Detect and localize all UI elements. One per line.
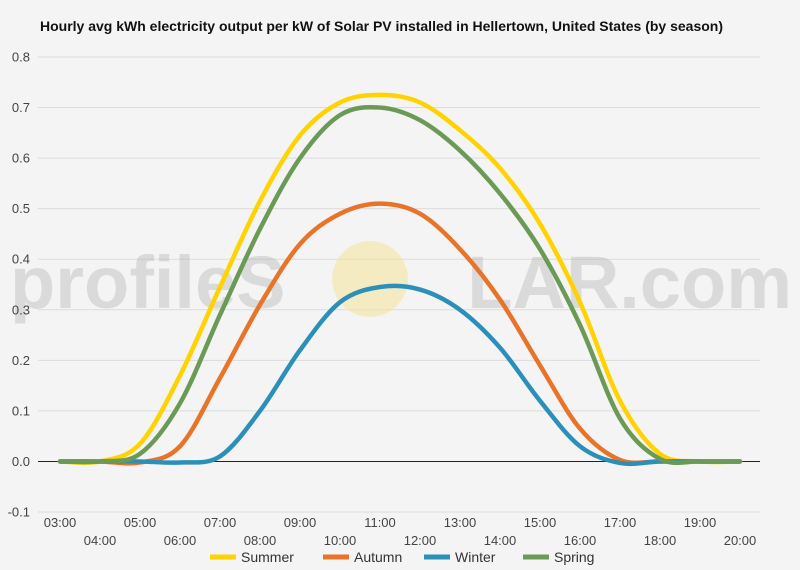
x-tick-label: 19:00 [684,515,717,530]
x-tick-label: 11:00 [364,515,396,530]
x-tick-label: 06:00 [164,533,197,548]
y-tick-label: 0.4 [12,252,30,267]
y-tick-label: 0.7 [12,100,30,115]
x-tick-label: 14:00 [484,533,517,548]
y-tick-label: 0.0 [12,454,30,469]
series-lines [57,92,743,467]
legend-label-winter: Winter [455,549,496,565]
watermark-sun-icon [332,241,408,317]
legend-label-spring: Spring [554,549,594,565]
series-line-winter [57,283,743,467]
legend-label-autumn: Autumn [354,549,402,565]
y-tick-label: 0.1 [12,403,30,418]
x-tick-label: 09:00 [284,515,317,530]
x-tick-label: 18:00 [644,533,677,548]
x-tick-label: 16:00 [564,533,597,548]
chart-title: Hourly avg kWh electricity output per kW… [40,18,724,34]
y-tick-label: 0.2 [12,353,30,368]
x-axis-tick-labels: 03:00 04:00 05:00 06:00 07:00 08:00 09:00 10:00… [44,515,757,548]
series-line-summer [57,92,743,465]
x-tick-label: 17:00 [604,515,637,530]
watermark-text-right: LAR.com [467,241,792,324]
x-tick-label: 05:00 [124,515,157,530]
legend: Summer Autumn Winter Spring [210,549,594,565]
x-tick-label: 13:00 [444,515,477,530]
series-line-autumn [57,201,743,466]
watermark-text-left: profileS [10,241,285,324]
x-tick-label: 20:00 [724,533,757,548]
x-tick-label: 03:00 [44,515,77,530]
series-line-spring [57,104,743,466]
legend-label-summer: Summer [241,549,294,565]
x-tick-label: 08:00 [244,533,277,548]
y-tick-label: 0.5 [12,201,30,216]
y-tick-label: -0.1 [8,505,30,520]
watermark: profileS LAR.com [10,241,792,324]
x-tick-label: 10:00 [324,533,357,548]
y-axis-tick-labels: -0.1 0.0 0.1 0.2 0.3 0.4 0.5 0.6 0.7 0.8 [8,50,30,520]
x-tick-label: 12:00 [404,533,437,548]
y-tick-label: 0.6 [12,151,30,166]
x-tick-label: 15:00 [524,515,557,530]
x-tick-label: 07:00 [204,515,237,530]
gridlines [38,56,760,513]
x-tick-label: 04:00 [84,533,117,548]
y-tick-label: 0.3 [12,302,30,317]
y-tick-label: 0.8 [12,50,30,65]
